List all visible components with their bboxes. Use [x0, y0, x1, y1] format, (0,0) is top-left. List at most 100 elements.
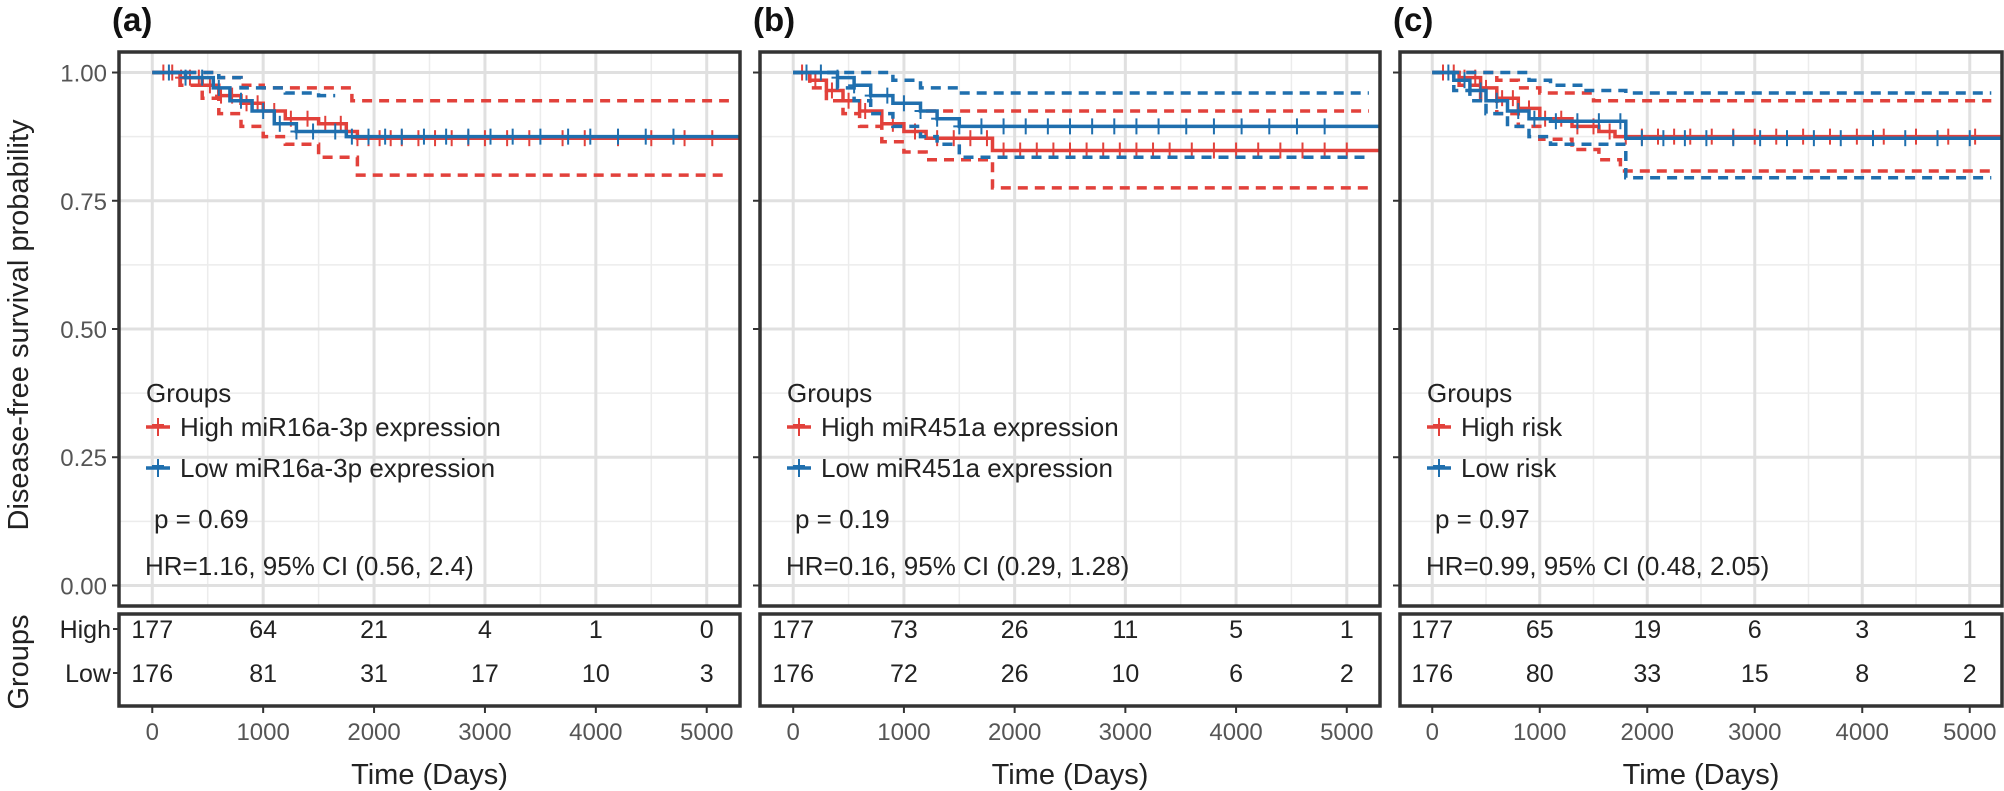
risk-count: 80 — [1526, 660, 1554, 688]
panels: (a) 0.00 0.25 0.50 0.75 1.00 Groups High miR16a… — [60, 1, 2004, 791]
survival-curve — [793, 70, 1380, 129]
risk-count: 81 — [249, 660, 277, 688]
risk-count: 73 — [890, 616, 918, 644]
ci-upper-line — [793, 70, 1369, 95]
risk-table-border — [117, 612, 742, 708]
legend-entry: Low miR16a-3p expression — [180, 453, 495, 483]
ci-upper-line — [152, 70, 336, 98]
p-value: p = 0.97 — [1435, 504, 1530, 534]
panel-label: (a) — [112, 1, 152, 38]
series-low — [1432, 64, 2002, 180]
risk-count: 10 — [582, 660, 610, 688]
risk-count: 31 — [360, 660, 388, 688]
hazard-ratio: HR=1.16, 95% CI (0.56, 2.4) — [145, 551, 474, 581]
y-tick-label: 1.00 — [60, 61, 107, 88]
risk-table-axis-title: Groups — [3, 614, 35, 709]
risk-count: 26 — [1001, 616, 1029, 644]
risk-count: 176 — [1411, 660, 1453, 688]
x-tick-label: 4000 — [569, 719, 622, 746]
risk-count: 1 — [589, 616, 603, 644]
risk-count: 5 — [1229, 616, 1243, 644]
risk-table-border — [758, 612, 1382, 708]
x-tick-label: 1000 — [877, 719, 930, 746]
y-axis-title: Disease-free survival probability — [3, 119, 35, 530]
risk-count: 11 — [1112, 616, 1138, 644]
plot-border — [758, 50, 1382, 608]
legend-title: Groups — [787, 378, 872, 408]
hazard-ratio: HR=0.99, 95% CI (0.48, 2.05) — [1426, 551, 1769, 581]
x-axis-title: Time (Days) — [992, 759, 1149, 791]
risk-count: 177 — [131, 616, 173, 644]
risk-count: 19 — [1633, 616, 1661, 644]
risk-table: 177 73 26 11 5 1 176 72 26 10 6 2 — [758, 612, 1382, 708]
ci-lower-line — [1432, 70, 1992, 173]
risk-count: 17 — [471, 660, 499, 688]
x-axis-title: Time (Days) — [1623, 759, 1780, 791]
x-tick-label: 1000 — [1513, 719, 1566, 746]
risk-count: 2 — [1963, 660, 1977, 688]
risk-count: 10 — [1111, 660, 1139, 688]
legend: Groups High risk Low risk — [1427, 378, 1563, 483]
x-tick-label: 0 — [787, 719, 800, 746]
risk-count: 72 — [890, 660, 918, 688]
risk-count: 177 — [1411, 616, 1453, 644]
legend: Groups High miR16a-3p expression Low miR16… — [146, 378, 501, 483]
legend-title: Groups — [146, 378, 231, 408]
risk-table: 177 65 19 6 3 1 176 80 33 15 8 2 — [1398, 612, 2004, 708]
panel-b: (b) Groups High miR451a expression Low miR4… — [753, 1, 1382, 791]
y-tick-label: 0.25 — [60, 445, 107, 472]
x-tick-label: 0 — [1426, 719, 1439, 746]
legend-entry: High risk — [1461, 412, 1563, 442]
ci-lower-line — [152, 70, 729, 177]
risk-count: 21 — [360, 616, 388, 644]
x-tick-label: 3000 — [1728, 719, 1781, 746]
risk-count: 1 — [1963, 616, 1977, 644]
risk-count: 8 — [1855, 660, 1869, 688]
risk-count: 26 — [1001, 660, 1029, 688]
legend-entry: Low risk — [1461, 453, 1557, 483]
p-value: p = 0.69 — [154, 504, 249, 534]
risk-count: 177 — [772, 616, 814, 644]
x-tick-label: 2000 — [988, 719, 1041, 746]
x-tick-label: 4000 — [1209, 719, 1262, 746]
legend-title: Groups — [1427, 378, 1512, 408]
p-value: p = 0.19 — [795, 504, 890, 534]
series-low — [152, 64, 740, 145]
x-tick-label: 2000 — [1621, 719, 1674, 746]
risk-count: 3 — [700, 660, 714, 688]
x-tick-label: 0 — [146, 719, 159, 746]
panel-c: (c) Groups High risk Low risk p = 0.97 HR=0.9… — [1393, 1, 2004, 791]
legend-entry: Low miR451a expression — [821, 453, 1113, 483]
x-tick-label: 5000 — [1320, 719, 1373, 746]
series-low — [793, 64, 1380, 159]
x-tick-label: 3000 — [458, 719, 511, 746]
x-tick-label: 3000 — [1099, 719, 1152, 746]
ci-lower-line — [793, 70, 1369, 159]
risk-count: 15 — [1741, 660, 1769, 688]
y-tick-label: 0.50 — [60, 317, 107, 344]
x-tick-label: 5000 — [680, 719, 733, 746]
risk-count: 64 — [249, 616, 277, 644]
risk-count: 65 — [1526, 616, 1554, 644]
risk-count: 1 — [1340, 616, 1354, 644]
x-tick-label: 4000 — [1836, 719, 1889, 746]
risk-row-label: Low — [65, 660, 112, 688]
plot-border — [1398, 50, 2004, 608]
x-axis-title: Time (Days) — [351, 759, 508, 791]
risk-count: 3 — [1855, 616, 1869, 644]
y-tick-label: 0.75 — [60, 189, 107, 216]
risk-count: 33 — [1633, 660, 1661, 688]
plot-border — [117, 50, 742, 608]
risk-count: 176 — [131, 660, 173, 688]
panel-label: (b) — [753, 1, 795, 38]
legend-entry: High miR16a-3p expression — [180, 412, 501, 442]
panel-label: (c) — [1393, 1, 1433, 38]
risk-count: 2 — [1340, 660, 1354, 688]
x-tick-label: 2000 — [347, 719, 400, 746]
ci-upper-line — [1432, 70, 1992, 95]
x-tick-label: 1000 — [236, 719, 289, 746]
risk-count: 4 — [478, 616, 492, 644]
legend: Groups High miR451a expression Low miR451a… — [787, 378, 1119, 483]
risk-count: 176 — [772, 660, 814, 688]
